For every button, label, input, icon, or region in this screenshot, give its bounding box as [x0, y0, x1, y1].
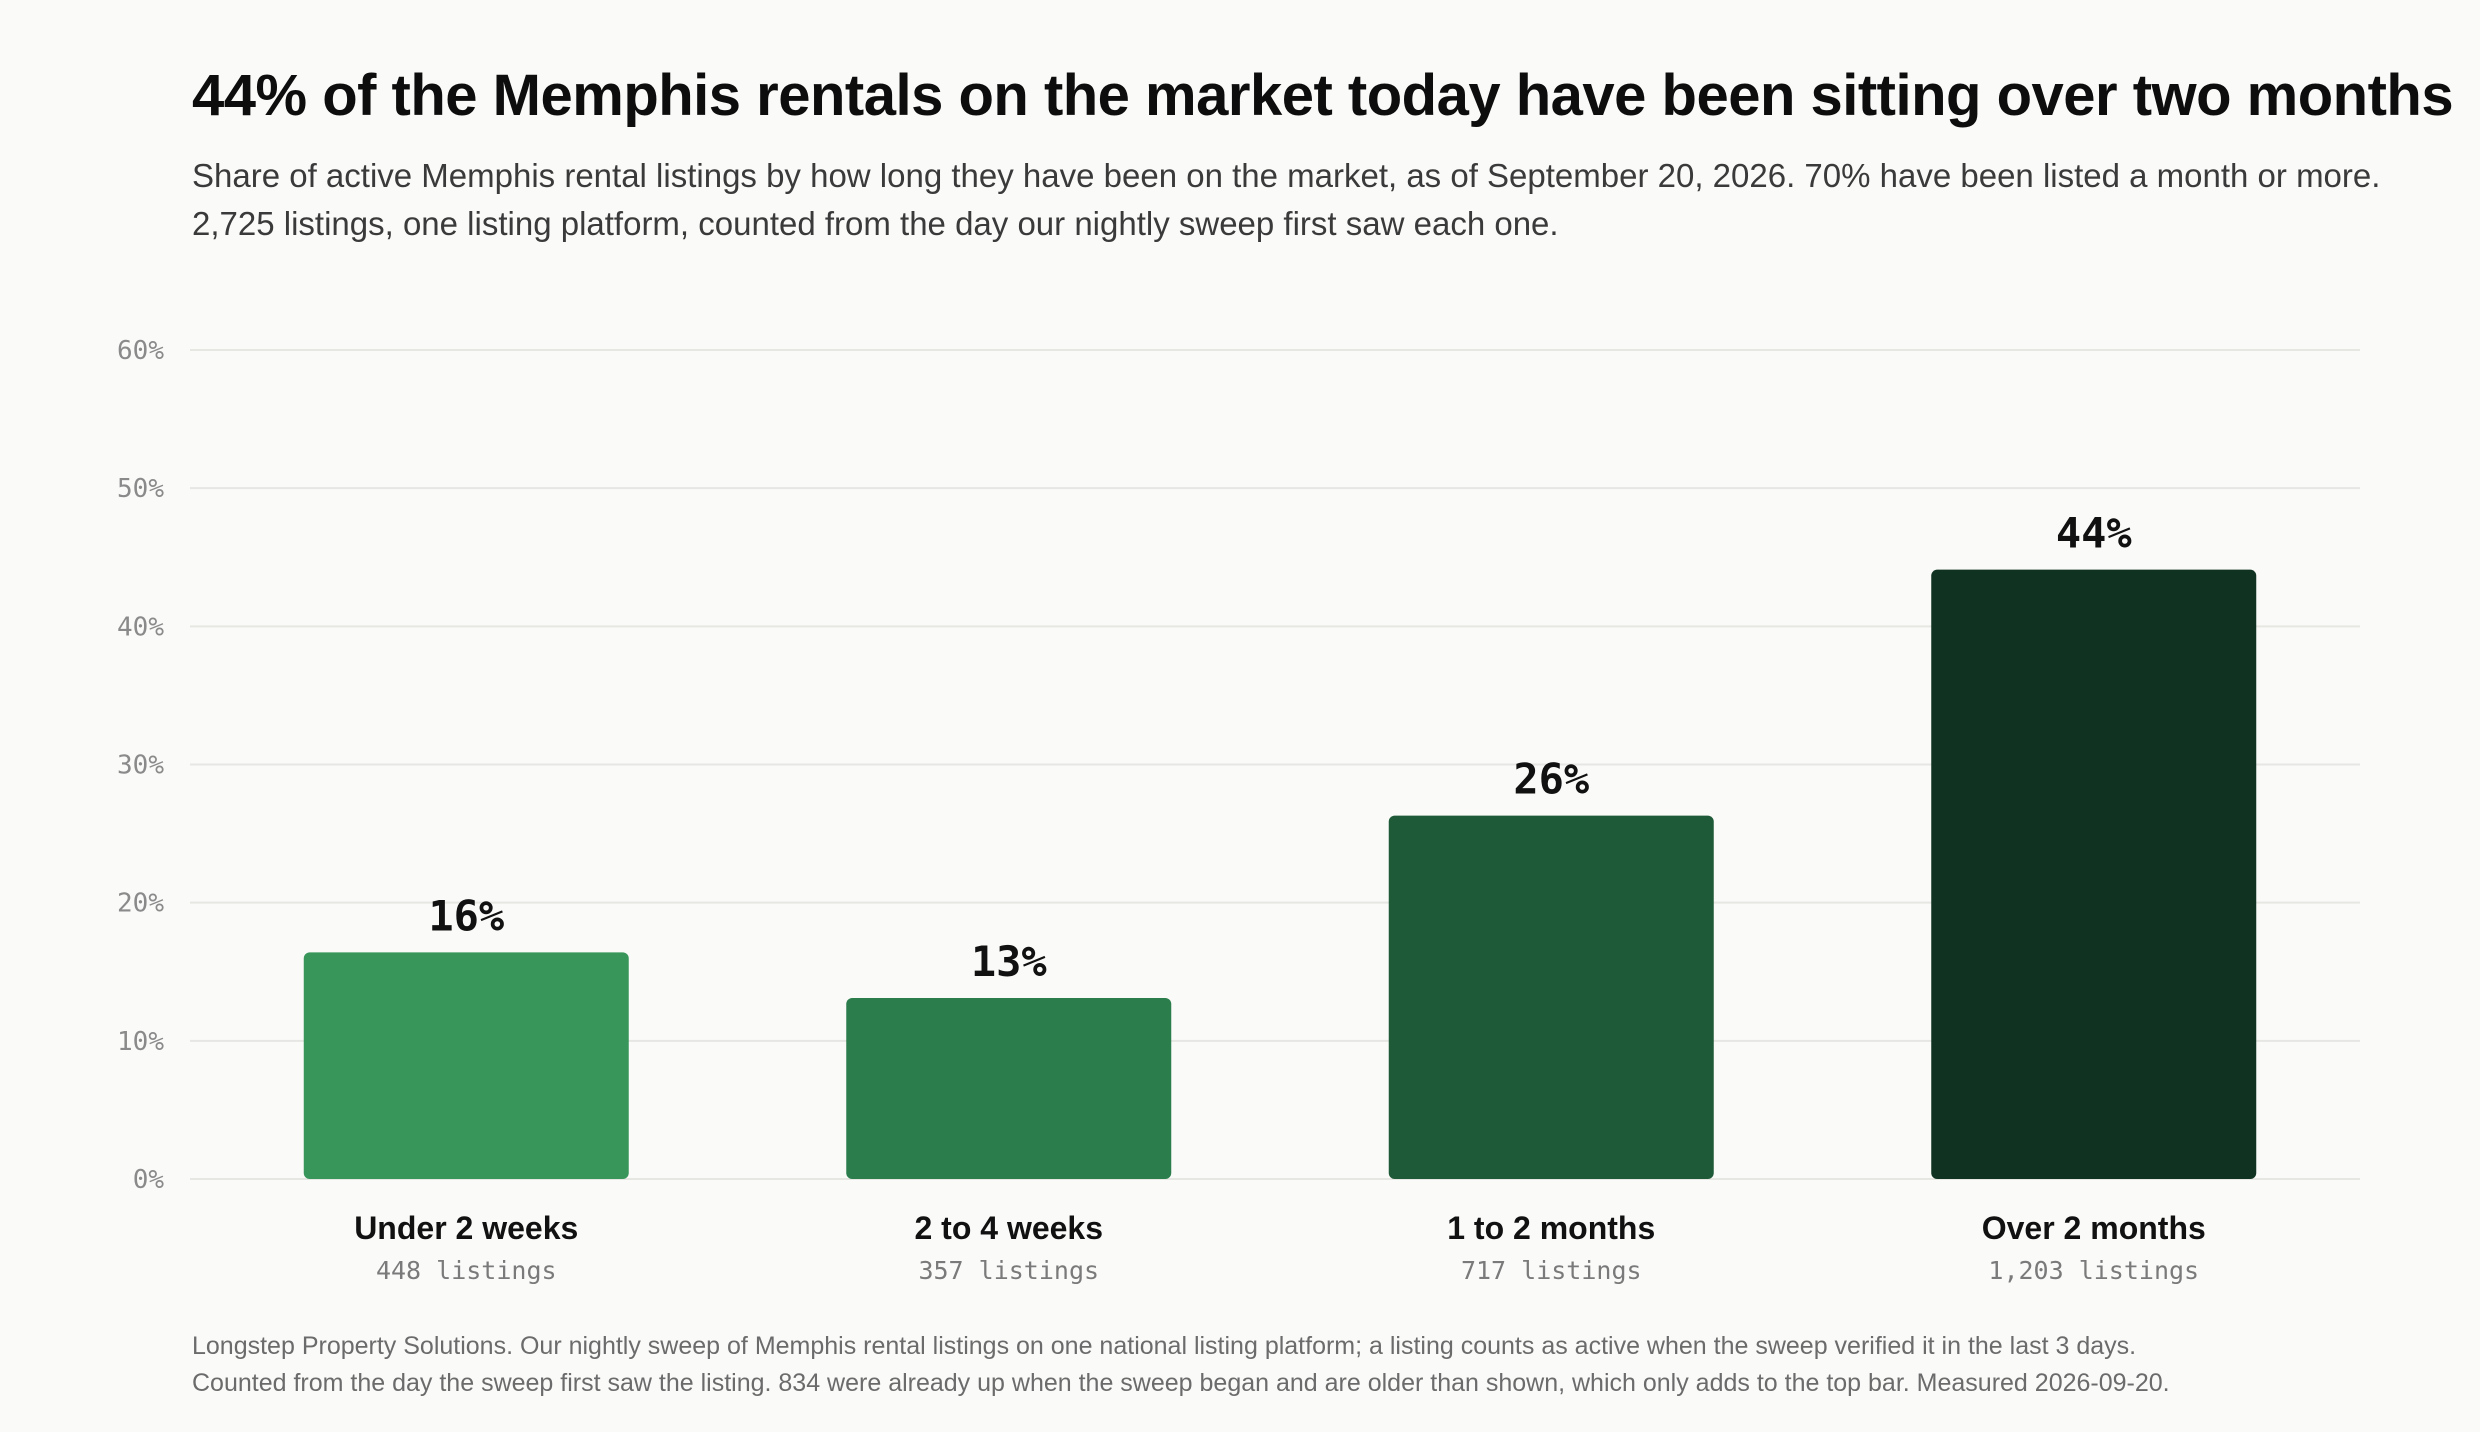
- x-category-label: Under 2 weeks: [354, 1210, 578, 1246]
- x-count-label: 357 listings: [918, 1256, 1099, 1285]
- x-count-label: 448 listings: [376, 1256, 557, 1285]
- y-tick-label: 60%: [117, 336, 164, 366]
- bar: [846, 998, 1172, 1179]
- y-tick-label: 0%: [133, 1165, 165, 1195]
- footnote-line-2: Counted from the day the sweep first saw…: [192, 1369, 2170, 1397]
- subtitle-line-1: Share of active Memphis rental listings …: [192, 157, 2381, 194]
- bar: [1388, 815, 1714, 1179]
- x-category-label: Over 2 months: [1982, 1210, 2206, 1246]
- bar: [1931, 569, 2257, 1179]
- bar-chart: 0% 10% 20% 30% 40% 50% 60% 16% Under 2 weeks 448 …: [117, 336, 2360, 1285]
- y-tick-label: 20%: [117, 889, 164, 919]
- source-footnote: Longstep Property Solutions. Our nightly…: [192, 1328, 2452, 1402]
- y-tick-label: 50%: [117, 474, 164, 504]
- data-label: 44%: [2056, 509, 2132, 558]
- x-count-label: 717 listings: [1461, 1256, 1642, 1285]
- y-tick-label: 40%: [117, 612, 164, 642]
- x-count-label: 1,203 listings: [1988, 1256, 2199, 1285]
- data-label: 26%: [1513, 755, 1589, 804]
- data-label: 13%: [971, 937, 1047, 986]
- y-tick-label: 10%: [117, 1027, 164, 1057]
- data-label: 16%: [428, 891, 504, 940]
- subtitle-line-2: 2,725 listings, one listing platform, co…: [192, 205, 1559, 242]
- y-tick-label: 30%: [117, 751, 164, 781]
- x-category-label: 1 to 2 months: [1447, 1210, 1655, 1246]
- chart-subtitle: Share of active Memphis rental listings …: [192, 152, 2432, 248]
- chart-title: 44% of the Memphis rentals on the market…: [192, 63, 2454, 128]
- footnote-line-1: Longstep Property Solutions. Our nightly…: [192, 1332, 2137, 1360]
- bar: [303, 952, 629, 1179]
- x-category-label: 2 to 4 weeks: [914, 1210, 1103, 1246]
